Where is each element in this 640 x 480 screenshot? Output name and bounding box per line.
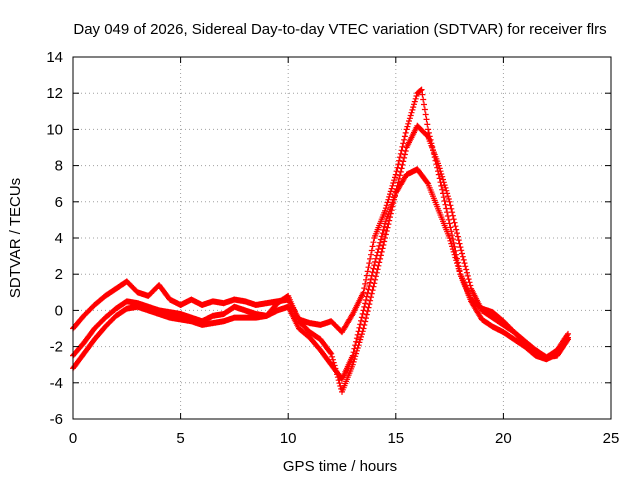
y-tick-label: 10	[46, 121, 63, 138]
y-tick-label: 6	[55, 194, 63, 211]
y-tick-label: 14	[46, 49, 63, 66]
x-tick-label: 5	[176, 430, 184, 447]
y-tick-label: 8	[55, 158, 63, 175]
grid	[73, 57, 611, 419]
chart-title: Day 049 of 2026, Sidereal Day-to-day VTE…	[73, 21, 606, 38]
x-axis-label: GPS time / hours	[283, 458, 397, 475]
y-tick-label: 12	[46, 85, 63, 102]
data-points	[70, 86, 571, 395]
y-tick-label: -2	[50, 339, 63, 356]
x-tick-label: 10	[280, 430, 297, 447]
y-tick-label: -4	[50, 375, 63, 392]
x-tick-label: 0	[69, 430, 77, 447]
y-tick-label: 4	[55, 230, 63, 247]
x-tick-label: 25	[603, 430, 620, 447]
x-tick-label: 15	[387, 430, 404, 447]
x-tick-label: 20	[495, 430, 512, 447]
y-tick-label: 2	[55, 266, 63, 283]
axis-ticks: 0 5 10 15 20 25 -6 -4 -2 0 2 4 6 8 10 12 14	[46, 49, 619, 447]
y-tick-label: -6	[50, 411, 63, 428]
y-axis-label: SDTVAR / TECUs	[7, 178, 24, 298]
y-tick-label: 0	[55, 302, 63, 319]
